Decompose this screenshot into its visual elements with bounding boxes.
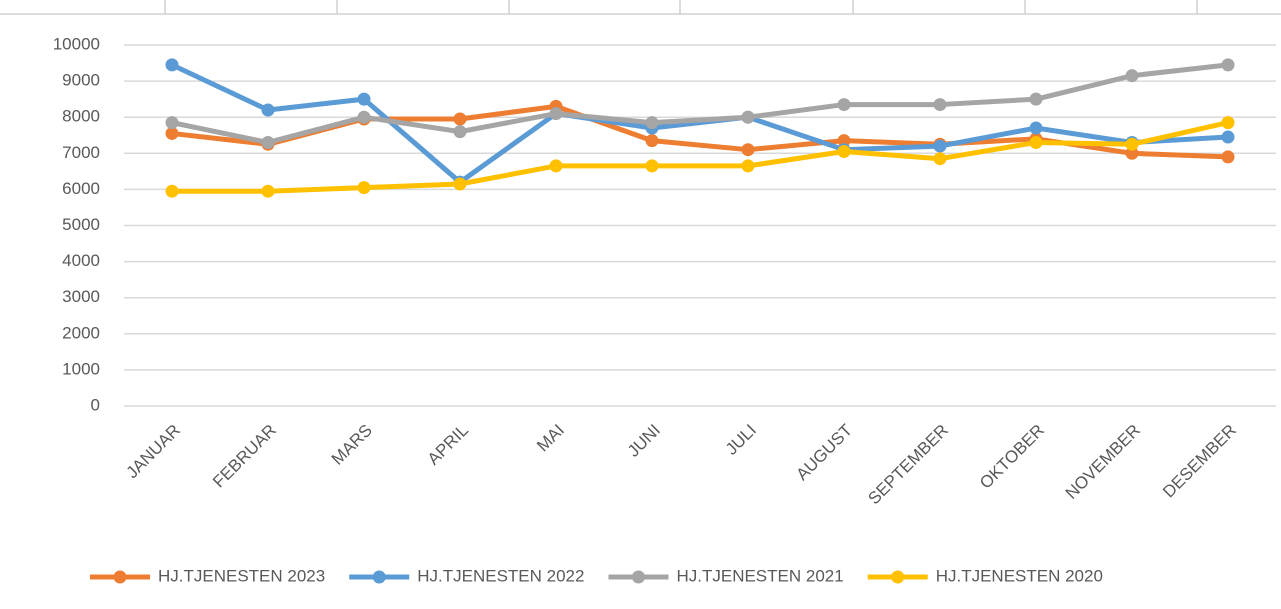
data-point (741, 110, 755, 124)
legend: HJ.TJENESTEN 2023 HJ.TJENESTEN 2022 HJ.TJE… (90, 566, 1103, 585)
series-line (170, 62, 1229, 185)
data-point (1029, 121, 1043, 135)
legend-marker (631, 570, 645, 584)
x-tick-label: JULI (722, 421, 760, 459)
data-point (933, 98, 947, 112)
x-tick-label: JUNI (624, 421, 664, 461)
data-point (1221, 116, 1235, 130)
data-point (165, 126, 179, 140)
data-point (261, 184, 275, 198)
data-point (453, 125, 467, 139)
legend-label: HJ.TJENESTEN 2021 (676, 566, 843, 585)
y-tick-label: 1000 (62, 359, 100, 378)
data-point (933, 139, 947, 153)
data-point (165, 58, 179, 72)
x-tick-label: MAI (533, 421, 568, 456)
data-point (645, 116, 659, 130)
x-tick-label: AUGUST (792, 421, 856, 485)
data-point (1029, 92, 1043, 106)
data-point (837, 98, 851, 112)
legend-marker (113, 570, 127, 584)
data-point (261, 135, 275, 149)
data-point (837, 144, 851, 158)
data-point (645, 134, 659, 148)
x-tick-label: OKTOBER (976, 421, 1048, 493)
x-tick-label: NOVEMBER (1062, 421, 1144, 503)
data-point (549, 107, 563, 121)
x-tick-label: FEBRUAR (209, 421, 280, 492)
data-point (1125, 146, 1139, 160)
legend-label: HJ.TJENESTEN 2020 (936, 566, 1103, 585)
data-point (1125, 69, 1139, 83)
series-line (171, 62, 1229, 145)
legend-label: HJ.TJENESTEN 2022 (417, 566, 584, 585)
data-point (837, 134, 851, 148)
legend-marker (372, 570, 386, 584)
table-fragment (0, 0, 1281, 15)
data-point (741, 159, 755, 173)
data-point (1221, 130, 1235, 144)
data-point (453, 177, 467, 191)
y-tick-label: 2000 (62, 323, 100, 342)
data-point (549, 159, 563, 173)
x-tick-label: MARS (328, 421, 376, 469)
data-point (357, 110, 371, 124)
x-tick-label: DESEMBER (1159, 421, 1240, 502)
y-tick-label: 4000 (62, 251, 100, 270)
y-tick-label: 5000 (62, 215, 100, 234)
x-tick-label: JANUAR (122, 421, 184, 483)
x-tick-label: APRIL (424, 421, 472, 469)
y-tick-label: 0 (91, 395, 100, 414)
data-point (741, 143, 755, 157)
data-point (165, 184, 179, 198)
y-tick-label: 6000 (62, 179, 100, 198)
y-tick-label: 10000 (53, 34, 100, 53)
legend-marker (891, 570, 905, 584)
data-point (165, 116, 179, 130)
data-point (1029, 135, 1043, 149)
data-point (933, 152, 947, 166)
data-point (1221, 150, 1235, 164)
data-point (357, 181, 371, 195)
legend-label: HJ.TJENESTEN 2023 (158, 566, 325, 585)
data-point (1221, 58, 1235, 72)
data-point (453, 112, 467, 126)
x-tick-label: SEPTEMBER (864, 421, 952, 509)
y-tick-label: 9000 (62, 71, 100, 90)
series-line (172, 120, 1229, 194)
y-tick-label: 7000 (62, 143, 100, 162)
data-point (357, 92, 371, 106)
data-point (1125, 137, 1139, 151)
y-tick-label: 3000 (62, 287, 100, 306)
data-point (261, 103, 275, 117)
y-tick-label: 8000 (62, 107, 100, 126)
data-point (645, 159, 659, 173)
